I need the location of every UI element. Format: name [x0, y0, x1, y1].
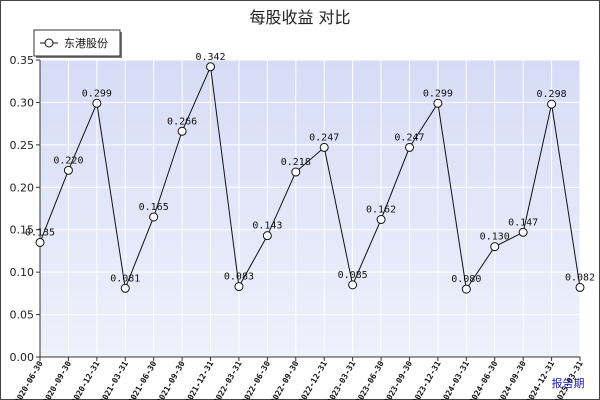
x-tick-label: 2024-06-30	[468, 359, 500, 400]
data-label: 0.081	[110, 273, 140, 284]
data-point	[518, 227, 528, 237]
y-tick-label: 0.10	[10, 266, 35, 279]
x-tick-label: 2021-12-31	[183, 359, 215, 400]
data-label: 0.342	[195, 52, 225, 63]
x-tick-label: 2021-09-30	[155, 359, 187, 400]
data-label: 0.298	[537, 89, 567, 100]
x-tick-label: 2023-09-30	[382, 359, 414, 400]
data-point	[92, 98, 102, 108]
data-point	[291, 167, 301, 177]
x-tick-label: 2024-09-30	[496, 359, 528, 400]
y-tick-label: 0.30	[10, 96, 35, 109]
y-tick-label: 0.00	[10, 351, 35, 364]
y-tick-label: 0.35	[10, 54, 35, 67]
data-label: 0.220	[53, 155, 83, 166]
data-point	[63, 165, 73, 175]
x-tick-label: 2020-12-31	[70, 359, 102, 400]
data-label: 0.083	[224, 272, 254, 283]
data-label: 0.162	[366, 205, 396, 216]
data-label: 0.266	[167, 116, 197, 127]
data-label: 0.080	[451, 274, 481, 285]
x-axis-title: 报告期	[552, 376, 585, 390]
data-point	[575, 282, 585, 292]
x-tick-label: 2023-12-31	[411, 359, 443, 400]
data-point	[120, 283, 130, 293]
data-point	[348, 280, 358, 290]
data-point	[234, 282, 244, 292]
legend-marker	[44, 38, 54, 48]
data-point	[547, 99, 557, 109]
x-tick-label: 2022-12-31	[297, 359, 329, 400]
data-label: 0.143	[252, 221, 282, 232]
y-tick-label: 0.20	[10, 181, 35, 194]
data-point	[149, 212, 159, 222]
data-label: 0.247	[394, 132, 424, 143]
chart-title: 每股收益 对比	[249, 8, 351, 27]
y-tick-label: 0.15	[10, 224, 35, 237]
data-label: 0.085	[338, 270, 368, 281]
data-label: 0.147	[508, 217, 538, 228]
x-tick-label: 2020-06-30	[13, 359, 45, 400]
x-tick-label: 2023-03-31	[325, 359, 357, 400]
data-label: 0.082	[565, 272, 595, 283]
x-tick-label: 2023-06-30	[354, 359, 386, 400]
x-tick-label: 2022-03-31	[212, 359, 244, 400]
data-point	[206, 62, 216, 72]
data-label: 0.135	[25, 227, 55, 238]
data-label: 0.218	[281, 157, 311, 168]
x-tick-label: 2022-09-30	[269, 359, 301, 400]
data-point	[177, 126, 187, 136]
plot-area	[39, 59, 581, 358]
data-label: 0.247	[309, 132, 339, 143]
data-label: 0.299	[423, 88, 453, 99]
series-line	[39, 64, 581, 291]
data-point	[35, 237, 45, 247]
data-point	[262, 231, 272, 241]
data-point	[433, 98, 443, 108]
x-tick-label: 2024-03-31	[439, 359, 471, 400]
legend-label: 东港股份	[64, 37, 108, 50]
data-point	[461, 284, 471, 294]
data-point	[490, 242, 500, 252]
data-point	[404, 142, 414, 152]
data-label: 0.130	[480, 232, 510, 243]
y-tick-label: 0.25	[10, 139, 35, 152]
x-tick-label: 2021-03-31	[98, 359, 130, 400]
data-label: 0.165	[139, 202, 169, 213]
x-tick-label: 2022-06-30	[240, 359, 272, 400]
data-label: 0.299	[82, 88, 112, 99]
y-tick-label: 0.05	[10, 309, 35, 322]
x-tick-label: 2021-06-30	[127, 359, 159, 400]
data-point	[376, 215, 386, 225]
x-tick-label: 2020-09-30	[41, 359, 73, 400]
data-point	[319, 142, 329, 152]
